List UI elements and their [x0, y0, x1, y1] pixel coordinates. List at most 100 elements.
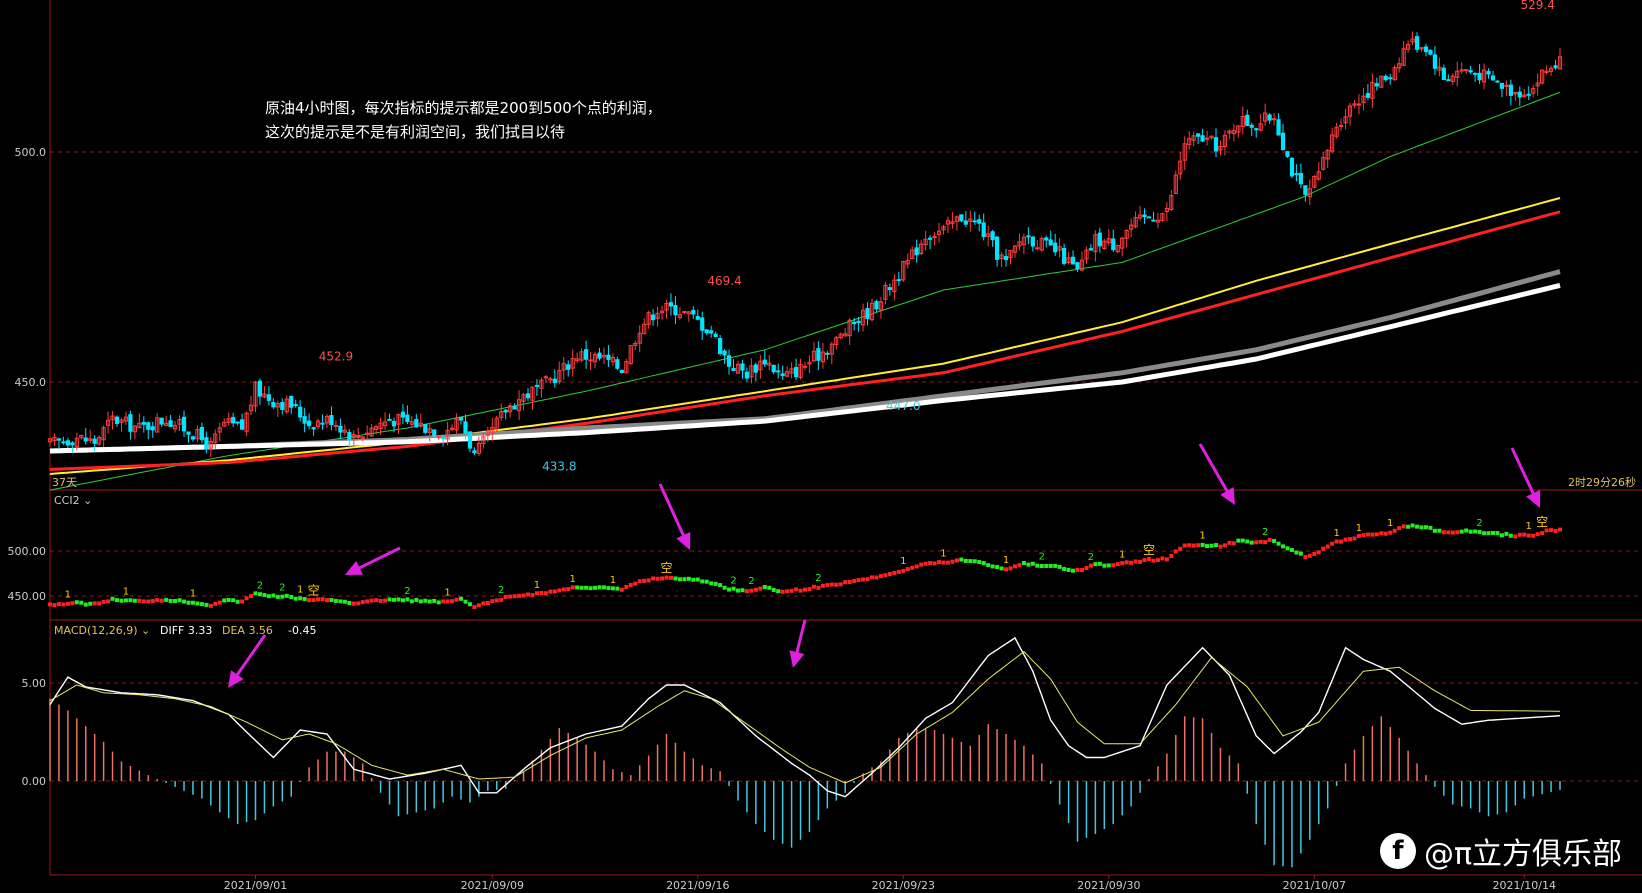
candle-body [1187, 138, 1192, 146]
cci-bar [865, 577, 870, 582]
cci-bar [1272, 538, 1277, 543]
cci-bar [307, 598, 312, 603]
x-tick-label: 2021/09/09 [461, 879, 524, 892]
candle-body [767, 362, 772, 366]
candle-body [1164, 208, 1169, 213]
cci-bar [718, 583, 723, 588]
cci-bar [481, 601, 486, 606]
candle-body [1553, 65, 1558, 69]
candle-body [793, 367, 799, 378]
x-tick-label: 2021/10/14 [1493, 879, 1556, 892]
cci-bar [1423, 525, 1428, 530]
candle-body [369, 427, 374, 437]
candle-body [1419, 47, 1424, 50]
cci-bar [1307, 553, 1312, 558]
candle-body [79, 434, 84, 439]
candle-body [1008, 249, 1013, 258]
candle-body [865, 307, 870, 320]
cci-bar [101, 599, 106, 604]
cci-bar [1111, 563, 1116, 568]
candle-body [1450, 75, 1455, 82]
candle-body [289, 395, 294, 408]
cci-bar [61, 602, 66, 607]
cci-bar [1343, 537, 1348, 542]
cci-bar [919, 562, 924, 567]
cci-bar [1254, 540, 1259, 545]
candle-body [315, 420, 321, 428]
candle-body [887, 287, 892, 291]
candle-body [356, 435, 361, 438]
cci-bar [762, 584, 767, 589]
cci-signal: 1 [1003, 555, 1009, 566]
candle-body [119, 419, 124, 423]
cci-bar [735, 588, 740, 593]
cci-bar [695, 577, 700, 582]
candle-body [1374, 83, 1379, 87]
cci-bar [1455, 530, 1460, 535]
candle-body [1053, 242, 1058, 253]
cci-bar [570, 585, 575, 590]
arrows-layer [228, 443, 1541, 688]
candle-body [1312, 175, 1317, 188]
cci-signal: 1 [190, 588, 196, 599]
cci-bar [664, 575, 669, 580]
signal-arrow-icon [795, 619, 807, 653]
candle-body [244, 412, 249, 432]
cci-bar [1196, 543, 1201, 548]
price-annotation: 447.0 [886, 399, 920, 413]
candle-body [869, 302, 875, 321]
candle-body [1240, 116, 1245, 128]
candle-body [70, 442, 75, 446]
cci-bar [825, 583, 830, 588]
candle-body [61, 441, 66, 444]
cci-bar [441, 599, 446, 604]
cci-bar [539, 591, 544, 596]
cci-bar [874, 575, 879, 580]
candle-body [1289, 157, 1295, 177]
cci-bar [561, 587, 566, 592]
candle-body [1432, 54, 1438, 69]
cci-bar [164, 597, 169, 602]
candle-body [959, 214, 964, 222]
cci-bar [1535, 532, 1540, 537]
cci-bar [418, 599, 423, 604]
candle-body [1285, 151, 1290, 157]
candle-body [1414, 36, 1420, 50]
candle-body [418, 422, 423, 427]
candle-body [146, 422, 151, 430]
candle-body [141, 421, 146, 425]
candle-body [217, 427, 222, 433]
cci-bar [1459, 529, 1464, 534]
candle-body [552, 378, 557, 384]
candle-body [1111, 238, 1116, 251]
cci-bar [1249, 540, 1254, 545]
candle-body [1160, 213, 1165, 221]
candle-body [307, 420, 312, 427]
candle-body [365, 432, 370, 435]
cci-bar [186, 600, 191, 605]
cci-bar [320, 597, 325, 602]
candle-body [762, 359, 767, 365]
candle-body [1397, 63, 1402, 69]
candle-body [52, 436, 57, 442]
cci-bar [1549, 528, 1554, 533]
candle-body [936, 230, 942, 235]
x-tick-label: 2021/09/30 [1077, 879, 1140, 892]
cci-bar [391, 597, 396, 602]
candle-body [1280, 132, 1286, 151]
candle-body [534, 384, 540, 387]
candle-body [677, 314, 683, 318]
candle-body [1548, 67, 1554, 72]
cci-bar [655, 576, 660, 581]
candle-body [954, 216, 959, 222]
cci-bar [79, 600, 84, 605]
candle-body [820, 351, 825, 363]
candle-body [740, 363, 745, 371]
candle-body [65, 440, 70, 446]
candle-body [499, 411, 504, 418]
candle-body [512, 405, 517, 410]
moving-average-ma_red [49, 210, 1561, 471]
cci-bar [88, 601, 93, 606]
cci-signal: 空 [1143, 543, 1155, 557]
candle-body [204, 437, 209, 450]
